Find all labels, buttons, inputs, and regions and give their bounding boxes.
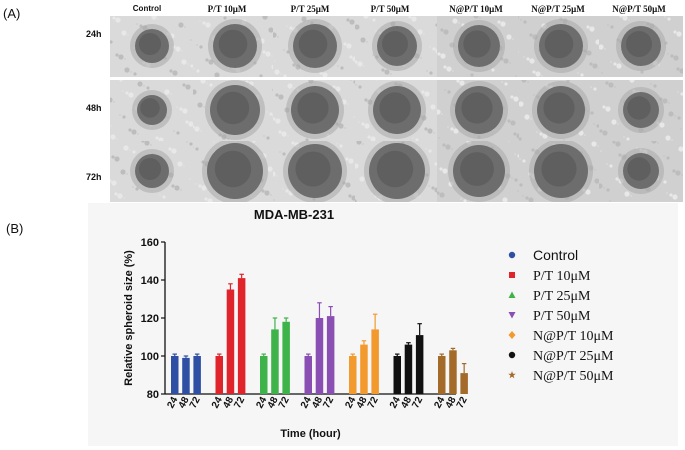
x-tick-label: 48 xyxy=(444,395,459,410)
bar xyxy=(182,357,190,394)
chart-title: MDA-MB-231 xyxy=(254,207,334,222)
x-tick-label: 72 xyxy=(277,395,292,410)
x-tick-label: 72 xyxy=(366,395,381,410)
panel-a-label: (A) xyxy=(3,6,21,21)
spheroid-image xyxy=(355,16,439,77)
bar xyxy=(171,356,179,394)
column-header: N@P/T 10μM xyxy=(449,4,503,14)
legend-label: P/T 25μM xyxy=(533,289,591,304)
bar xyxy=(438,356,446,394)
bar xyxy=(326,316,335,394)
column-header: N@P/T 25μM xyxy=(531,4,585,14)
legend-marker xyxy=(508,312,516,319)
bar xyxy=(226,289,235,394)
chart: MDA-MB-231 80 100 120 140 160 Relative spheroi… xyxy=(123,207,614,440)
x-tick-label: 24 xyxy=(299,395,314,410)
bar xyxy=(215,356,223,394)
bar xyxy=(271,329,279,394)
x-tick-label: 24 xyxy=(254,395,269,410)
x-tick-label: 72 xyxy=(232,395,247,410)
spheroid-image xyxy=(355,80,439,141)
chart-area: MDA-MB-231 80 100 120 140 160 Relative spheroi… xyxy=(88,203,678,446)
legend-label: N@P/T 10μM xyxy=(533,329,614,344)
spheroid-image xyxy=(519,141,603,202)
y-tick-label: 100 xyxy=(141,351,159,363)
bar xyxy=(304,356,312,394)
x-tick-label: 72 xyxy=(455,395,470,410)
x-tick-label: 48 xyxy=(177,395,192,410)
x-tick-label: 48 xyxy=(266,395,281,410)
x-tick-label: 24 xyxy=(210,395,225,410)
spheroid-image xyxy=(437,80,521,141)
y-axis-title: Relative spheroid size (%) xyxy=(123,250,135,386)
spheroid-image xyxy=(273,16,357,77)
x-tick-label: 48 xyxy=(310,395,325,410)
legend-marker xyxy=(508,371,516,379)
y-tick-label: 140 xyxy=(141,275,159,287)
legend-marker xyxy=(508,351,516,359)
x-tick-label: 24 xyxy=(432,395,447,410)
spheroid-image xyxy=(519,16,603,77)
spheroid-image xyxy=(437,16,521,77)
y-tick-label: 80 xyxy=(147,389,159,401)
bar xyxy=(460,373,468,394)
spheroid-image xyxy=(110,80,194,141)
x-axis-title: Time (hour) xyxy=(280,428,341,440)
spheroid-image xyxy=(110,16,194,77)
bar xyxy=(315,318,324,394)
spheroid-image xyxy=(273,141,357,202)
spheroid-image xyxy=(273,80,357,141)
spheroid-image xyxy=(193,80,277,141)
column-header: P/T 25μM xyxy=(290,4,330,14)
bar xyxy=(282,321,290,394)
spheroid-image xyxy=(599,80,683,141)
row-header: 72h xyxy=(86,172,102,182)
x-tick-label: 48 xyxy=(399,395,414,410)
column-header: P/T 10μM xyxy=(207,4,247,14)
column-header: N@P/T 50μM xyxy=(612,4,666,14)
x-tick-label: 72 xyxy=(188,395,203,410)
x-tick-label: 72 xyxy=(410,395,425,410)
spheroid-image xyxy=(599,141,683,202)
x-tick-label: 48 xyxy=(355,395,370,410)
row-header: 24h xyxy=(86,29,102,39)
legend-label: N@P/T 25μM xyxy=(533,349,614,364)
legend-marker xyxy=(508,331,516,339)
x-tick-label: 24 xyxy=(388,395,403,410)
x-tick-label: 24 xyxy=(165,395,180,410)
bar xyxy=(404,344,413,394)
row-header: 48h xyxy=(86,103,102,113)
legend-label: P/T 50μM xyxy=(533,309,591,324)
bar xyxy=(349,356,357,394)
bar xyxy=(371,329,379,394)
spheroid-image xyxy=(437,141,521,202)
x-tick-label: 24 xyxy=(343,395,358,410)
column-header: P/T 50μM xyxy=(370,4,410,14)
legend-label: N@P/T 50μM xyxy=(533,369,614,384)
y-tick-label: 160 xyxy=(141,237,159,249)
spheroid-image xyxy=(193,141,277,202)
spheroid-image xyxy=(355,141,439,202)
legend-label: Control xyxy=(533,247,578,263)
legend-label: P/T 10μM xyxy=(533,269,591,284)
bar xyxy=(449,350,457,394)
spheroid-image xyxy=(519,80,603,141)
spheroid-image xyxy=(193,16,277,77)
x-tick-label: 48 xyxy=(221,395,236,410)
spheroid-image xyxy=(110,141,194,202)
bar xyxy=(260,356,268,394)
bar xyxy=(193,356,201,394)
legend-marker xyxy=(508,251,516,259)
x-tick-label: 72 xyxy=(321,395,336,410)
bar xyxy=(415,335,424,394)
panel-b-label: (B) xyxy=(6,221,24,236)
bar xyxy=(237,278,246,394)
y-tick-label: 120 xyxy=(141,313,159,325)
legend-marker xyxy=(508,291,516,298)
bar xyxy=(393,356,401,394)
spheroid-image xyxy=(599,16,683,77)
column-header: Control xyxy=(132,4,162,13)
bar xyxy=(360,344,368,394)
legend-marker xyxy=(509,272,515,278)
